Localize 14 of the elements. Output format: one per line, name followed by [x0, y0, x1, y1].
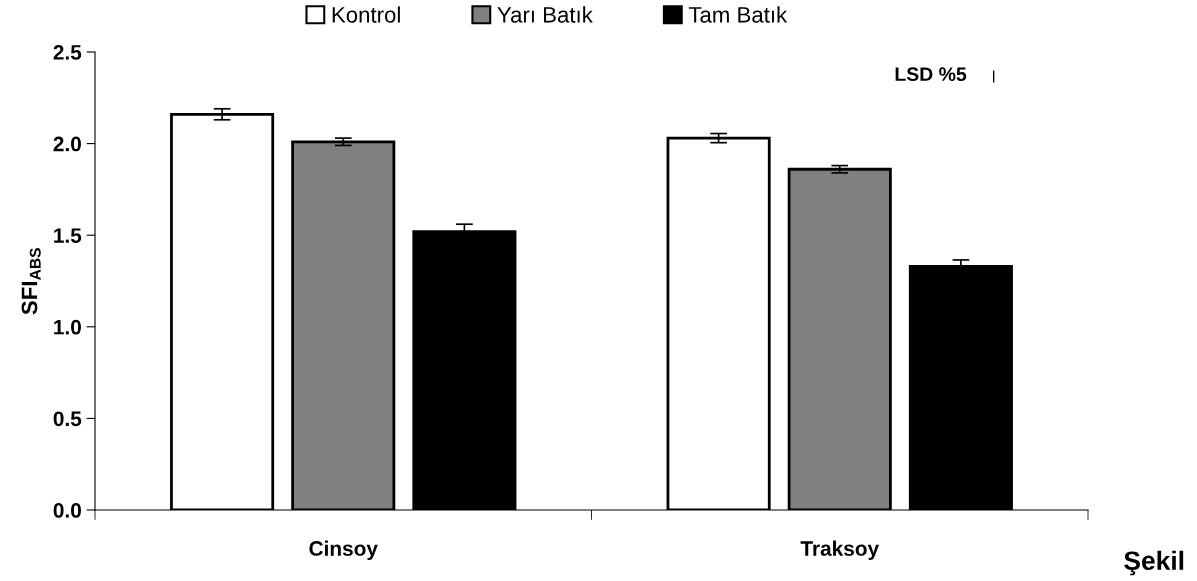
legend-label: Yarı Batık	[497, 6, 593, 23]
x-tick-label: Traksoy	[800, 540, 880, 560]
y-tick-label: 1.5	[54, 228, 82, 243]
annotation: LSD %5	[895, 67, 967, 82]
y-tick-label: 0.5	[53, 411, 82, 427]
x-tick-label: Cinsoy	[309, 540, 378, 560]
legend-label: Kontrol	[332, 6, 400, 23]
y-tick-label: 2.5	[53, 45, 82, 60]
y-axis-title: SFI$_{ABS}$	[21, 248, 41, 315]
text: Şekil	[1124, 550, 1184, 576]
y-tick-label: 1.0	[54, 319, 81, 335]
legend-label: Tam Batık	[688, 6, 788, 23]
y-tick-label: 2.0	[53, 136, 81, 152]
y-tick-label: 0.0	[53, 503, 81, 518]
